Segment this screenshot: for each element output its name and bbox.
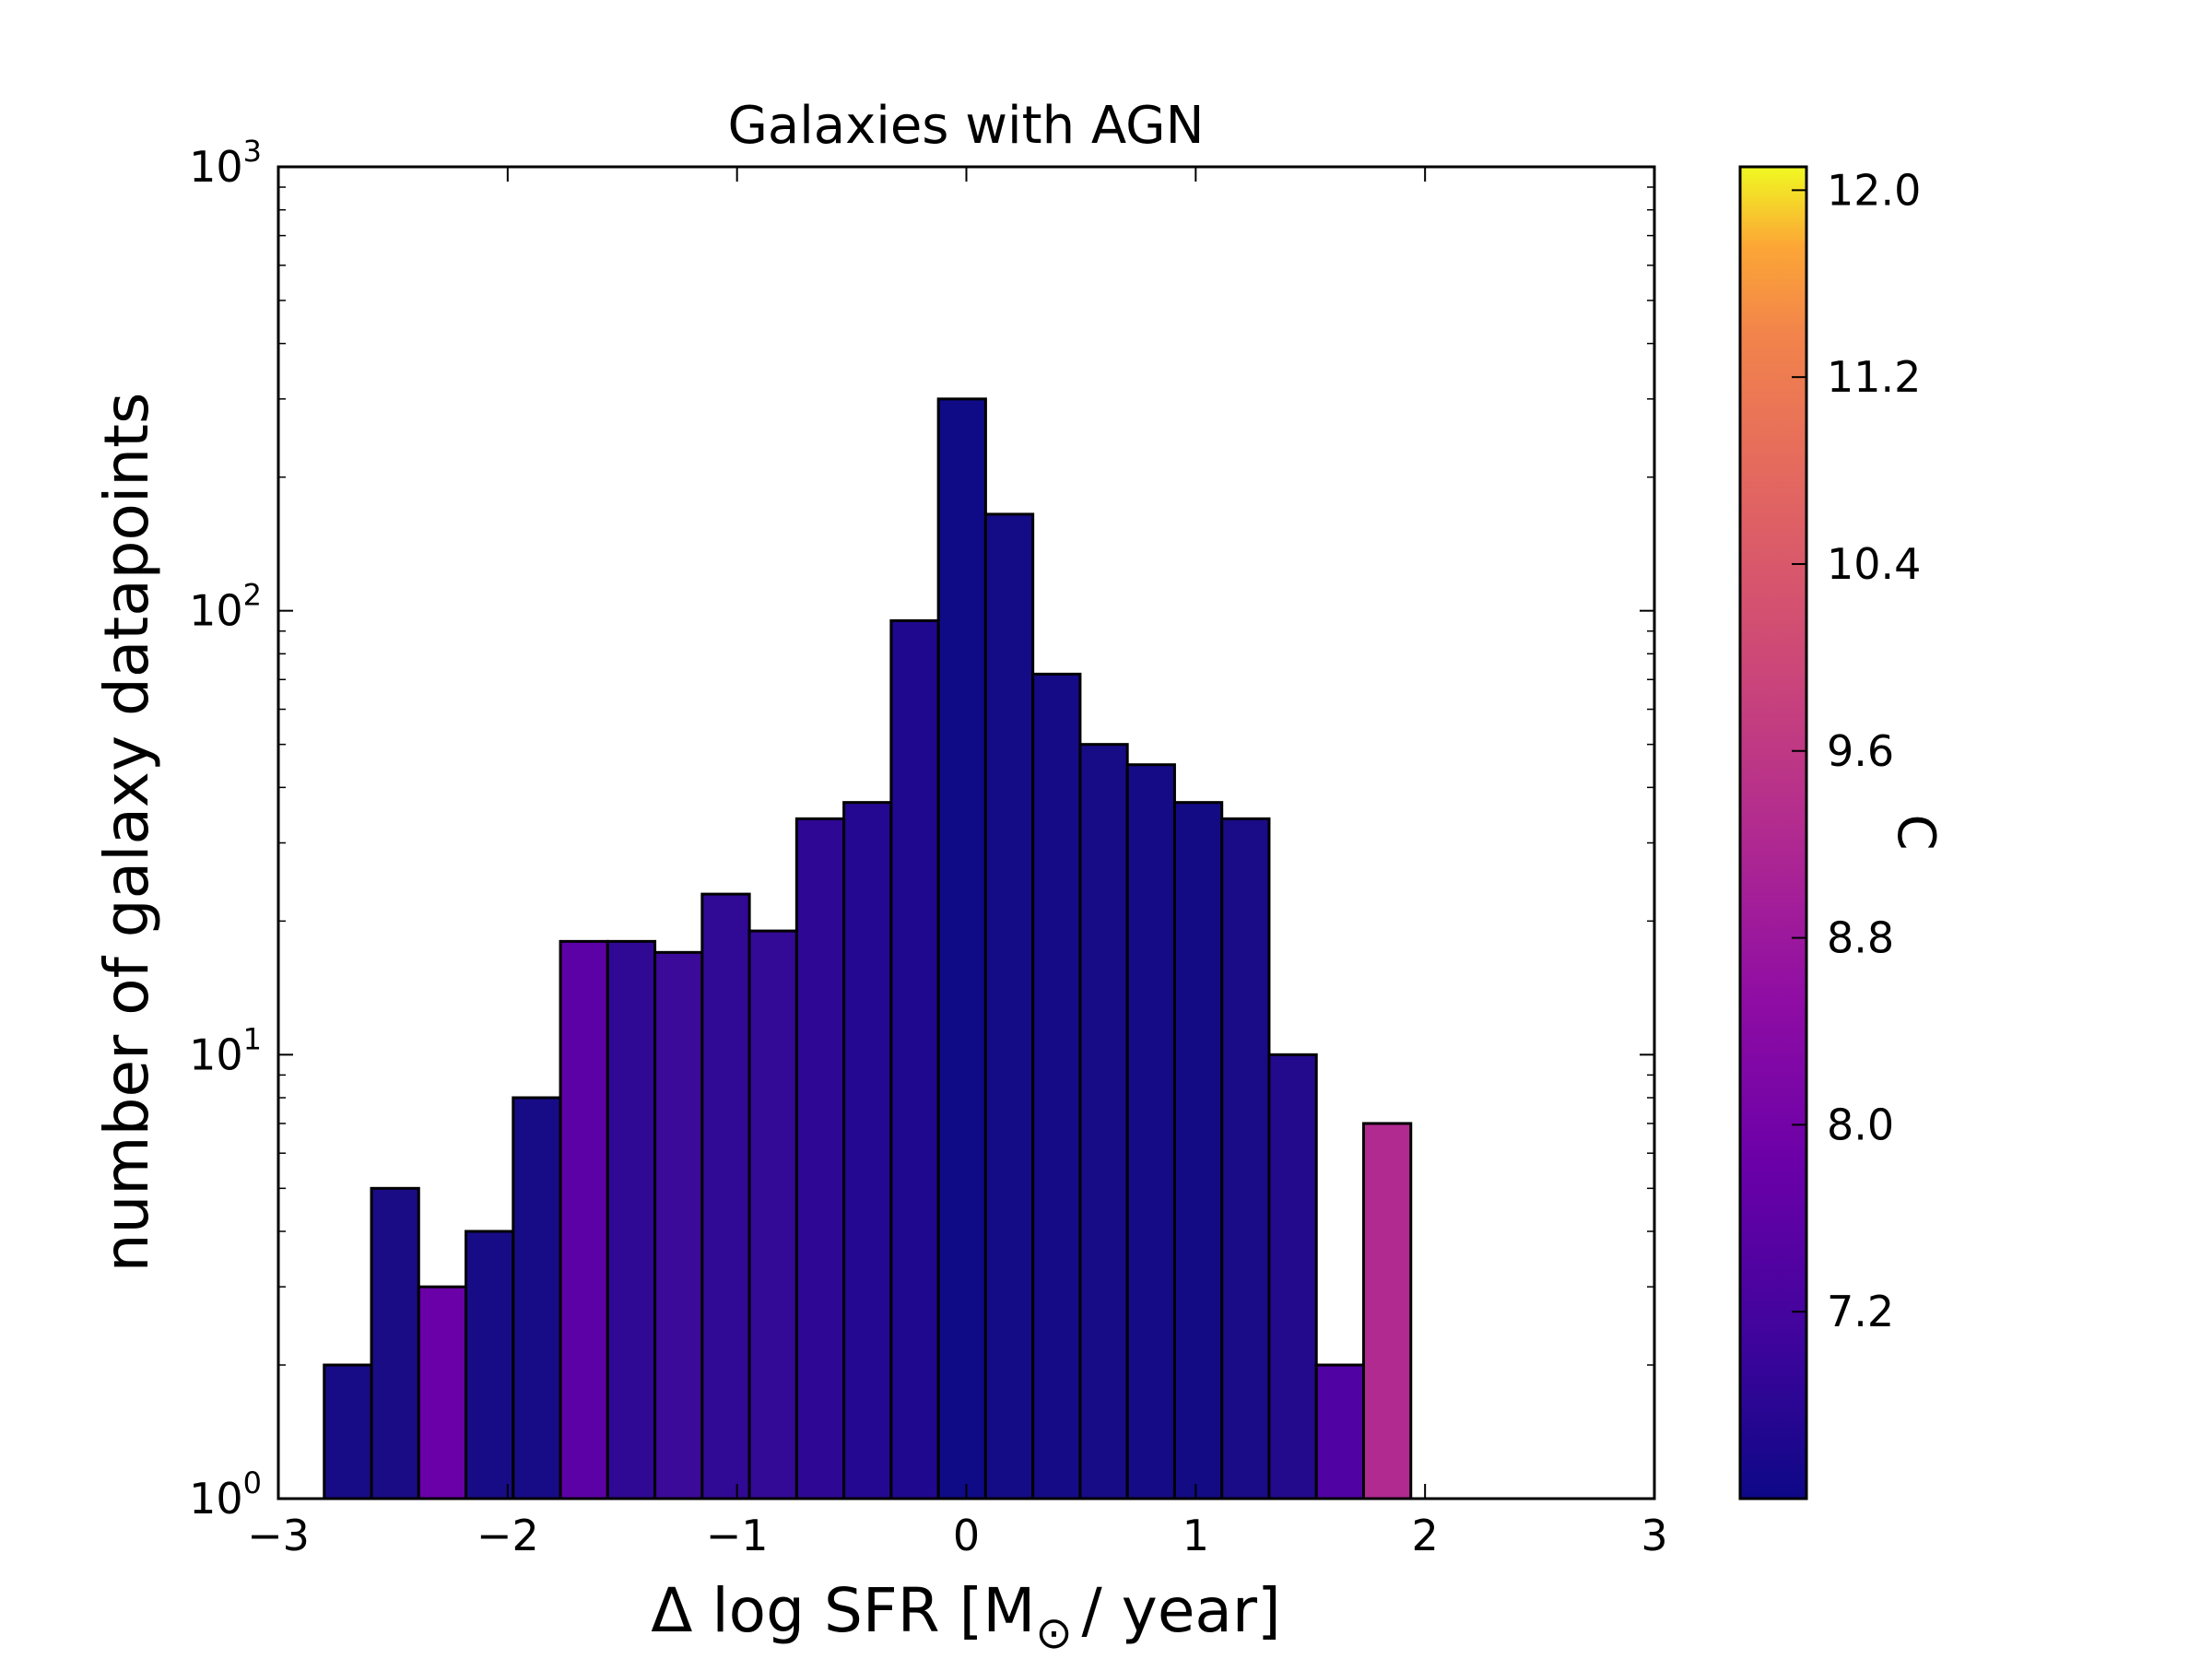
colorbar-tick-label: 8.8 (1827, 913, 1894, 963)
histogram-bar (794, 817, 846, 1500)
x-tick-label: −3 (247, 1511, 310, 1560)
histogram-bar (1031, 672, 1082, 1500)
histogram-bar (700, 892, 751, 1500)
histogram-bar (1125, 763, 1176, 1500)
histogram-bar (606, 939, 657, 1500)
colorbar-tick-label: 12.0 (1827, 165, 1921, 215)
histogram-bar (323, 1363, 373, 1500)
colorbar-tick-label: 7.2 (1827, 1287, 1894, 1336)
colorbar-tick-label: 10.4 (1827, 539, 1921, 589)
colorbar-label: C (1886, 814, 1946, 850)
histogram-bar (417, 1285, 468, 1500)
histogram-bar (842, 801, 893, 1500)
histogram-bar (653, 950, 704, 1500)
x-axis-label-subscript: ⊙ (1035, 1607, 1072, 1659)
histogram-bar (983, 512, 1035, 1500)
x-tick-label: −1 (706, 1511, 769, 1560)
y-axis-label: number of galaxy datapoints (91, 393, 162, 1273)
x-tick-label: 2 (1412, 1511, 1439, 1560)
histogram-bar (1172, 801, 1224, 1500)
histogram-bar (1314, 1363, 1365, 1500)
histogram-bar (559, 939, 609, 1500)
x-tick-label: 1 (1182, 1511, 1209, 1560)
histogram-bar (1361, 1122, 1413, 1500)
y-ticks: 100 101 102 103 (189, 134, 1654, 1524)
bars (323, 397, 1413, 1500)
x-tick-label: 0 (953, 1511, 980, 1560)
colorbar-ticks: 7.2 8.0 8.8 9.6 10.4 11.2 12.0 (1792, 165, 1921, 1336)
x-axis-label-end: / year] (1082, 1575, 1281, 1646)
histogram-bar (512, 1096, 562, 1500)
histogram-bar (370, 1186, 420, 1500)
histogram-bar (1078, 743, 1129, 1500)
histogram-bar (1220, 817, 1271, 1500)
colorbar: 7.2 8.0 8.8 9.6 10.4 11.2 12.0 C (1738, 165, 1946, 1500)
histogram-bar (1267, 1053, 1318, 1500)
colorbar-tick-label: 9.6 (1827, 726, 1894, 776)
y-tick-label: 100 (189, 1465, 262, 1524)
plot-frame (276, 165, 1656, 1500)
colorbar-tick-label: 8.0 (1827, 1100, 1894, 1149)
histogram-bar (465, 1230, 515, 1500)
histogram-bar (936, 397, 987, 1500)
x-axis-label: Δ log SFR [M⊙ / year] (651, 1575, 1281, 1659)
x-axis-label-main: Δ log SFR [M (651, 1575, 1035, 1646)
x-ticks: −3 −2 −1 0 1 2 3 (247, 167, 1668, 1560)
y-tick-label: 103 (189, 134, 262, 192)
colorbar-tick-label: 11.2 (1827, 352, 1921, 402)
x-tick-label: −2 (477, 1511, 539, 1560)
histogram-bar (747, 929, 798, 1500)
y-tick-label: 102 (189, 578, 262, 636)
y-tick-label: 101 (189, 1021, 262, 1079)
colorbar-gradient (1738, 165, 1808, 1500)
chart-title: Galaxies with AGN (728, 96, 1205, 156)
x-tick-label: 3 (1641, 1511, 1667, 1560)
histogram-bar (889, 618, 940, 1500)
